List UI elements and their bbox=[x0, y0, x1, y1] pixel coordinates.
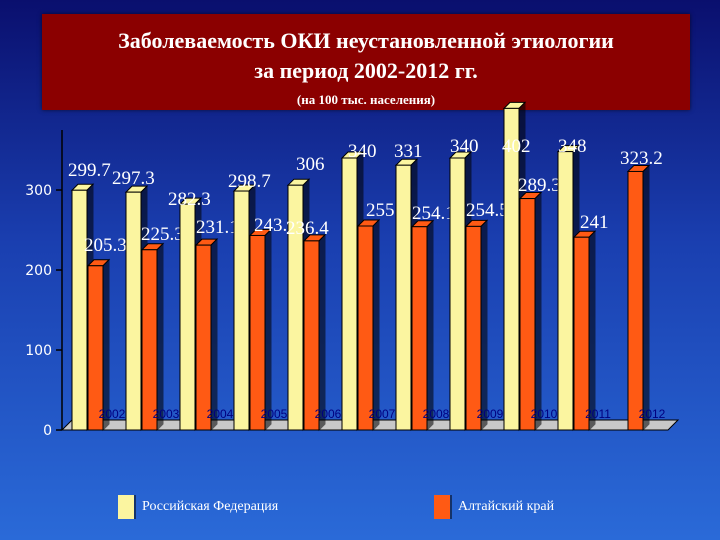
data-label-rf: 402 bbox=[502, 136, 531, 157]
x-tick-label: 2005 bbox=[261, 407, 288, 421]
chart-title-line1: Заболеваемость ОКИ неустановленной этиол… bbox=[118, 28, 614, 53]
bar-altai-2004 bbox=[194, 237, 219, 432]
bar-altai-2006 bbox=[302, 233, 327, 432]
legend-swatch-altai bbox=[434, 495, 450, 519]
data-label-altai: 254.5 bbox=[466, 200, 509, 221]
data-label-rf: 340 bbox=[348, 141, 377, 162]
data-label-rf: 298.7 bbox=[228, 171, 271, 192]
data-label-altai: 225.3 bbox=[141, 224, 184, 245]
bar-altai-2010 bbox=[518, 191, 543, 432]
data-label-altai: 289.3 bbox=[518, 175, 561, 196]
legend-label-altai: Алтайский край bbox=[458, 499, 555, 514]
legend-item-rf: Российская Федерация bbox=[118, 494, 278, 520]
x-tick-label: 2011 bbox=[585, 407, 611, 421]
bar-altai-2012 bbox=[626, 164, 651, 432]
chart-title-line2: за период 2002-2012 гг. bbox=[254, 58, 478, 83]
y-tick-label: 100 bbox=[25, 343, 52, 359]
bar-altai-2009 bbox=[464, 219, 489, 432]
y-tick-label: 200 bbox=[25, 263, 52, 279]
legend-label-rf: Российская Федерация bbox=[142, 499, 279, 514]
data-label-rf: 297.3 bbox=[112, 168, 155, 189]
x-tick-label: 2003 bbox=[153, 407, 180, 421]
data-label-rf: 331 bbox=[394, 141, 423, 162]
y-tick-label: 300 bbox=[25, 183, 52, 199]
legend-swatch-rf bbox=[118, 495, 134, 519]
data-label-altai: 231.1 bbox=[196, 217, 239, 238]
bar-altai-2003 bbox=[140, 242, 165, 432]
y-tick-label: 0 bbox=[43, 423, 52, 439]
bar-altai-2002 bbox=[86, 258, 111, 432]
data-label-rf: 282.3 bbox=[168, 189, 211, 210]
title-box: Заболеваемость ОКИ неустановленной этиол… bbox=[42, 14, 690, 110]
x-tick-label: 2009 bbox=[477, 407, 504, 421]
x-tick-label: 2006 bbox=[315, 407, 342, 421]
chart-title: Заболеваемость ОКИ неустановленной этиол… bbox=[42, 26, 690, 86]
data-label-altai: 243.2 bbox=[254, 215, 297, 236]
chart-subtitle: (на 100 тыс. населения) bbox=[296, 92, 436, 107]
x-tick-label: 2008 bbox=[423, 407, 450, 421]
bar-altai-2011 bbox=[572, 229, 597, 432]
bar-altai-2008 bbox=[410, 219, 435, 432]
x-tick-label: 2012 bbox=[639, 407, 666, 421]
data-label-altai: 236.4 bbox=[286, 218, 329, 239]
x-tick-label: 2007 bbox=[369, 407, 396, 421]
data-label-rf: 299.7 bbox=[68, 160, 111, 181]
bar-rf-2002 bbox=[70, 183, 95, 432]
data-label-rf: 340 bbox=[450, 136, 479, 157]
x-tick-label: 2010 bbox=[531, 407, 558, 421]
data-label-altai: 255 bbox=[366, 200, 395, 221]
bar-altai-2007 bbox=[356, 218, 381, 432]
data-label-rf: 348 bbox=[558, 136, 587, 157]
data-label-altai: 323.2 bbox=[620, 148, 663, 169]
x-tick-label: 2002 bbox=[99, 407, 126, 421]
data-label-altai: 254.1 bbox=[412, 203, 455, 224]
legend-item-altai: Алтайский край bbox=[434, 494, 554, 520]
data-label-rf: 306 bbox=[296, 154, 325, 175]
data-label-altai: 241 bbox=[580, 212, 609, 233]
bar-altai-2005 bbox=[248, 228, 273, 432]
x-tick-label: 2004 bbox=[207, 407, 234, 421]
data-label-altai: 205.3 bbox=[84, 235, 127, 256]
